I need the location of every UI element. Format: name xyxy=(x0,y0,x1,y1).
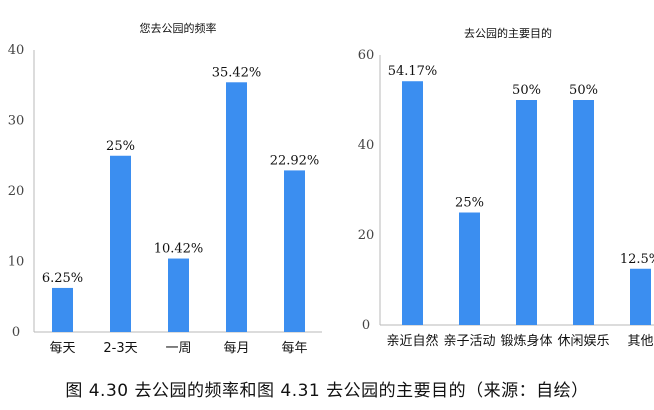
chart-frequency-y-tick: 30 xyxy=(8,114,25,129)
chart-purpose-y-tick: 20 xyxy=(358,228,375,243)
chart-frequency-category-label: 一周 xyxy=(165,341,191,356)
chart-purpose-bar xyxy=(573,100,594,325)
figure-caption: 图 4.30 去公园的频率和图 4.31 去公园的主要目的（来源：自绘） xyxy=(65,381,589,401)
chart-frequency-data-label: 22.92% xyxy=(270,153,320,168)
chart-frequency-bars xyxy=(52,82,305,332)
chart-frequency-bar xyxy=(110,155,131,332)
chart-frequency-y-ticks: 0 10 20 30 40 xyxy=(8,43,25,340)
chart-purpose-data-label: 50% xyxy=(569,83,598,98)
chart-purpose-y-tick: 60 xyxy=(358,48,375,63)
chart-frequency: 您去公园的频率 0 10 20 30 40 6.25% 25% 10.42% 35.42% 22… xyxy=(8,21,322,356)
chart-purpose-data-label: 54.17% xyxy=(388,64,438,79)
chart-frequency-categories: 每天 2-3天 一周 每月 每年 xyxy=(49,340,307,356)
chart-frequency-category-label: 每年 xyxy=(281,340,307,356)
chart-purpose: 去公园的主要目的 0 20 40 60 54.17% 25% 50% 50% 12.5% 亲近… xyxy=(358,26,654,349)
chart-purpose-y-ticks: 0 20 40 60 xyxy=(358,48,375,333)
chart-purpose-bar xyxy=(630,268,651,325)
chart-purpose-category-label: 休闲娱乐 xyxy=(557,334,609,349)
chart-frequency-bar xyxy=(168,258,189,332)
chart-frequency-category-label: 每月 xyxy=(223,340,249,356)
chart-purpose-bar xyxy=(459,212,480,325)
chart-purpose-data-label: 50% xyxy=(512,83,541,98)
chart-frequency-title: 您去公园的频率 xyxy=(140,21,217,35)
chart-purpose-bar xyxy=(402,81,423,325)
chart-frequency-y-tick: 20 xyxy=(8,184,25,199)
chart-purpose-category-label: 亲子活动 xyxy=(443,334,495,349)
chart-purpose-categories: 亲近自然 亲子活动 锻炼身体 休闲娱乐 其他 xyxy=(386,333,653,349)
chart-frequency-bar xyxy=(52,287,73,332)
chart-purpose-bar xyxy=(516,100,537,325)
chart-purpose-data-label: 12.5% xyxy=(620,252,654,267)
chart-purpose-category-label: 亲近自然 xyxy=(386,333,438,349)
chart-frequency-bar xyxy=(284,170,305,332)
chart-frequency-bar xyxy=(226,82,247,332)
chart-frequency-category-label: 每天 xyxy=(49,340,75,356)
chart-frequency-y-tick: 10 xyxy=(8,255,25,270)
chart-frequency-data-label: 6.25% xyxy=(42,271,83,286)
chart-purpose-category-label: 锻炼身体 xyxy=(500,333,552,349)
chart-frequency-data-label: 10.42% xyxy=(154,242,204,257)
chart-frequency-data-label: 35.42% xyxy=(212,65,262,80)
chart-frequency-y-tick: 0 xyxy=(12,325,20,340)
chart-purpose-y-tick: 0 xyxy=(362,318,370,333)
chart-purpose-data-labels: 54.17% 25% 50% 50% 12.5% xyxy=(388,64,654,267)
chart-frequency-data-labels: 6.25% 25% 10.42% 35.42% 22.92% xyxy=(42,65,319,286)
chart-frequency-data-label: 25% xyxy=(106,139,135,154)
chart-purpose-data-label: 25% xyxy=(455,196,484,211)
chart-purpose-bars xyxy=(402,81,651,325)
chart-frequency-category-label: 2-3天 xyxy=(103,341,137,356)
chart-frequency-y-tick: 40 xyxy=(8,43,25,58)
chart-purpose-y-tick: 40 xyxy=(358,138,375,153)
chart-purpose-category-label: 其他 xyxy=(627,334,653,349)
chart-purpose-title: 去公园的主要目的 xyxy=(464,26,552,40)
